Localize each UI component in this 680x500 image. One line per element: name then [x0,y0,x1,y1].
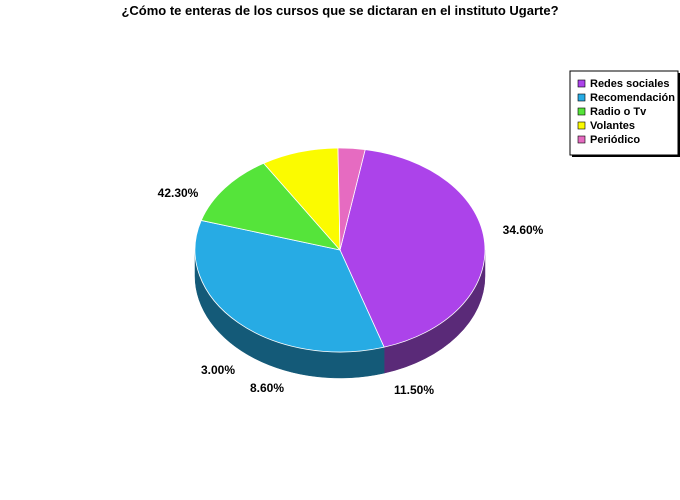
legend-label-redes-sociales: Redes sociales [590,78,670,90]
legend-swatch-volantes [577,121,586,130]
legend-swatch-periodico [577,135,586,144]
legend: Redes sociales Recomendación Radio o Tv Vol… [569,70,680,157]
legend-swatch-radio-o-tv [577,107,586,116]
legend-swatch-recomendacion [577,93,586,102]
legend-label-radio-o-tv: Radio o Tv [590,106,647,118]
percent-labels: 42.30% 34.60% 11.50% 8.60% 3.00% [158,186,544,397]
pct-label-periodico: 3.00% [201,363,235,377]
pie-slice-periodico [337,147,366,251]
legend-label-volantes: Volantes [590,120,635,132]
pie-top [194,147,486,353]
pie-slice-recomendacion [194,219,385,353]
legend-box [569,70,679,156]
pie-slice-redes-sociales [339,149,486,348]
pct-label-volantes: 8.60% [250,381,284,395]
legend-label-recomendacion: Recomendación [590,92,675,104]
legend-swatch-redes-sociales [577,79,586,88]
pct-label-recomendacion: 34.60% [503,223,544,237]
legend-label-periodico: Periódico [590,134,640,146]
pie-slice-radio-o-tv [200,162,342,251]
chart-title: ¿Cómo te enteras de los cursos que se di… [121,3,558,18]
pct-label-radio-o-tv: 11.50% [394,383,434,397]
pct-label-redes-sociales: 42.30% [158,186,199,200]
